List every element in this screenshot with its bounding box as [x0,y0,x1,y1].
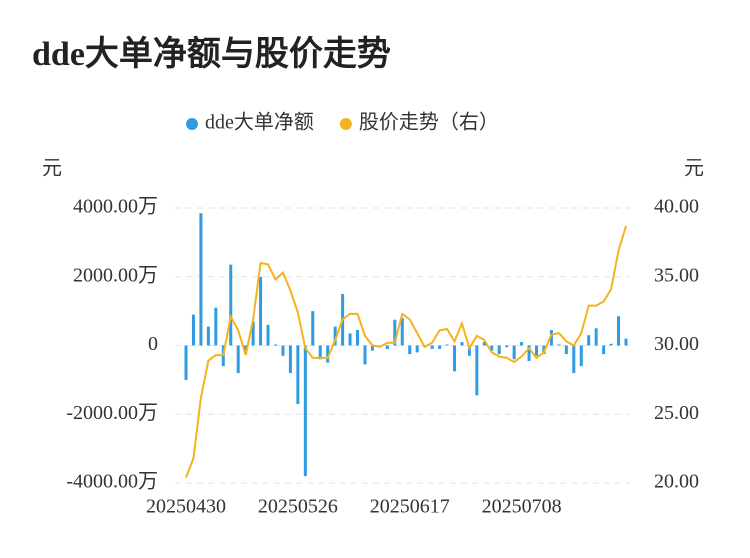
bar [602,345,606,355]
legend-marker [339,118,352,130]
bar [356,330,360,346]
bar [259,276,263,346]
bar [385,345,389,349]
bar [244,345,248,355]
y-tick-label: 0 [148,333,158,355]
bar [579,345,583,367]
bar [497,345,501,355]
y2-tick-label: 40.00 [654,196,699,218]
y2-tick-label: 35.00 [654,264,699,286]
bar [318,345,322,360]
bar [236,345,240,373]
bar [452,345,456,372]
bar [206,326,210,346]
bar [251,321,255,346]
y2-tick-label: 20.00 [654,471,699,493]
bar [333,326,337,346]
bar [490,345,494,351]
x-tick-label: 20250526 [258,496,338,518]
bar [520,342,524,346]
bar [527,345,531,361]
bar [281,345,285,356]
bar [348,333,352,346]
bar [505,345,509,348]
bar [400,318,404,346]
bar [199,213,203,346]
bar [296,345,300,404]
y-axis-label: 元 [42,158,62,180]
bar [303,345,307,477]
bar [512,345,516,360]
bar [363,345,367,365]
bar [273,344,277,346]
bar [467,345,471,356]
bar [594,328,598,346]
y-tick-label: -2000.00万 [66,402,158,424]
bar [311,311,315,346]
x-tick-label: 20250617 [370,496,450,518]
bar [445,344,449,346]
price-line [185,225,627,478]
y-tick-label: 2000.00万 [73,264,158,286]
legend-marker [186,118,198,130]
y2-tick-label: 25.00 [654,402,699,424]
bar [191,314,195,346]
x-tick-label: 20250708 [482,496,562,518]
bar [609,343,613,346]
bar [214,307,218,346]
x-tick-label: 20250430 [146,496,226,518]
bar [184,345,188,380]
bar [408,345,412,355]
bar [438,345,442,349]
bar [266,324,270,346]
chart-title: dde大单净额与股价走势 [32,35,391,73]
bar [229,264,233,346]
bar [617,316,621,346]
bar [482,342,486,346]
bar [415,345,419,353]
y-tick-label: 4000.00万 [73,196,158,218]
y-tick-label: -4000.00万 [66,471,158,493]
bar [624,338,628,346]
bar [460,342,464,346]
bar [326,345,330,363]
bar [572,345,576,373]
legend-label: 股价走势（右） [359,111,499,134]
y2-axis-label: 元 [684,158,704,180]
bar [549,330,553,346]
bar [557,344,561,346]
legend-label: dde大单净额 [205,111,314,134]
bar [587,335,591,346]
bar [475,345,479,396]
bar [564,345,568,355]
bar [288,345,292,373]
bar [430,345,434,349]
y2-tick-label: 30.00 [654,333,699,355]
bar [393,319,397,346]
bar [535,345,539,356]
bar [370,345,374,351]
